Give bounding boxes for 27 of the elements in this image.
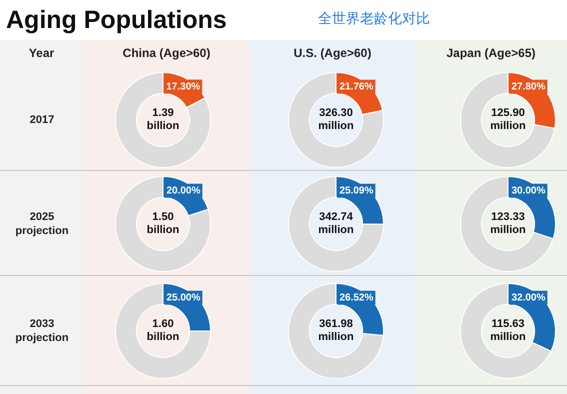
data-label: 32.00% [511, 292, 546, 304]
text: 115.63 million [490, 318, 526, 343]
text: 2033 projection [14, 317, 70, 346]
text: 361.98 million [318, 318, 354, 343]
text: 123.33 million [490, 210, 526, 236]
text: 2017 [28, 112, 56, 128]
text: Year [28, 46, 56, 60]
data-label: 20.00% [166, 184, 200, 196]
text: 1.60 billion [146, 318, 180, 343]
data-label: 25.09% [339, 184, 374, 196]
text: 125.90 million [490, 106, 526, 132]
text: 342.74 million [318, 210, 354, 236]
text: China (Age>60) [122, 46, 212, 60]
text: 全世界老龄化对比 [318, 10, 430, 28]
text: Aging Populations [6, 6, 227, 35]
data-label: 21.76% [339, 80, 374, 92]
text: 1.39 billion [146, 106, 180, 132]
data-label: 26.52% [339, 292, 374, 304]
data-label: 25.00% [166, 292, 200, 304]
data-label: 30.00% [511, 184, 546, 196]
text: 326.30 million [318, 106, 354, 132]
data-label: 17.30% [166, 80, 200, 92]
text: Japan (Age>65) [445, 46, 537, 60]
text: 2025 projection [14, 210, 70, 238]
data-label: 27.80% [511, 80, 546, 92]
text: 1.50 billion [146, 210, 180, 236]
text: U.S. (Age>60) [292, 46, 372, 60]
